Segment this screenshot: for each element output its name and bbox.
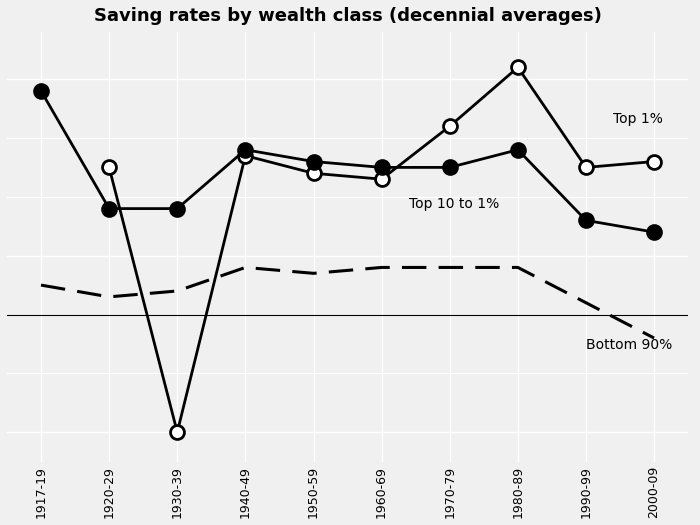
Text: Top 1%: Top 1% [613, 112, 663, 126]
Text: Bottom 90%: Bottom 90% [586, 338, 672, 352]
Text: Top 10 to 1%: Top 10 to 1% [409, 197, 499, 211]
Title: Saving rates by wealth class (decennial averages): Saving rates by wealth class (decennial … [94, 7, 601, 25]
